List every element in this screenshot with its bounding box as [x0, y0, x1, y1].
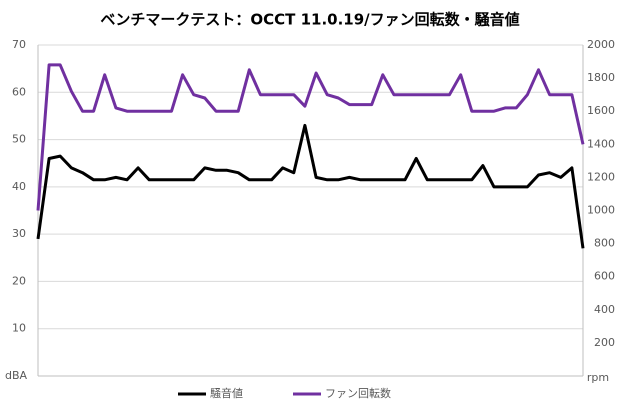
y2-tick-label: 200 — [594, 336, 615, 349]
y2-axis-label: rpm — [587, 371, 609, 384]
y2-tick-label: 1800 — [587, 71, 615, 84]
y2-tick-label: 1000 — [587, 204, 615, 217]
y2-tick-label: 400 — [594, 303, 615, 316]
y-tick-label: 40 — [12, 180, 26, 193]
y2-tick-label: 1400 — [587, 137, 615, 150]
legend-label: ファン回転数 — [325, 387, 391, 400]
y-tick-label: 60 — [12, 85, 26, 98]
y2-tick-label: 2000 — [587, 38, 615, 51]
y-tick-label: 70 — [12, 38, 26, 51]
y2-tick-label: 1600 — [587, 104, 615, 117]
y-tick-label: 50 — [12, 133, 26, 146]
y-tick-label: 10 — [12, 322, 26, 335]
data-line — [36, 123, 585, 249]
chart-title: ベンチマークテスト：OCCT 11.0.19/ファン回転数・騒音値 — [100, 11, 519, 29]
y2-tick-label: 600 — [594, 270, 615, 283]
data-line — [36, 63, 585, 211]
y-tick-label: 20 — [12, 274, 26, 287]
y2-tick-label: 1200 — [587, 170, 615, 183]
y-axis-label: dBA — [5, 369, 28, 382]
y-tick-label: 30 — [12, 227, 26, 240]
legend-label: 騒音値 — [210, 386, 243, 400]
y2-tick-label: 800 — [594, 237, 615, 250]
